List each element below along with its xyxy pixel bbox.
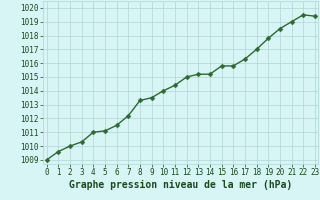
X-axis label: Graphe pression niveau de la mer (hPa): Graphe pression niveau de la mer (hPa)	[69, 180, 292, 190]
